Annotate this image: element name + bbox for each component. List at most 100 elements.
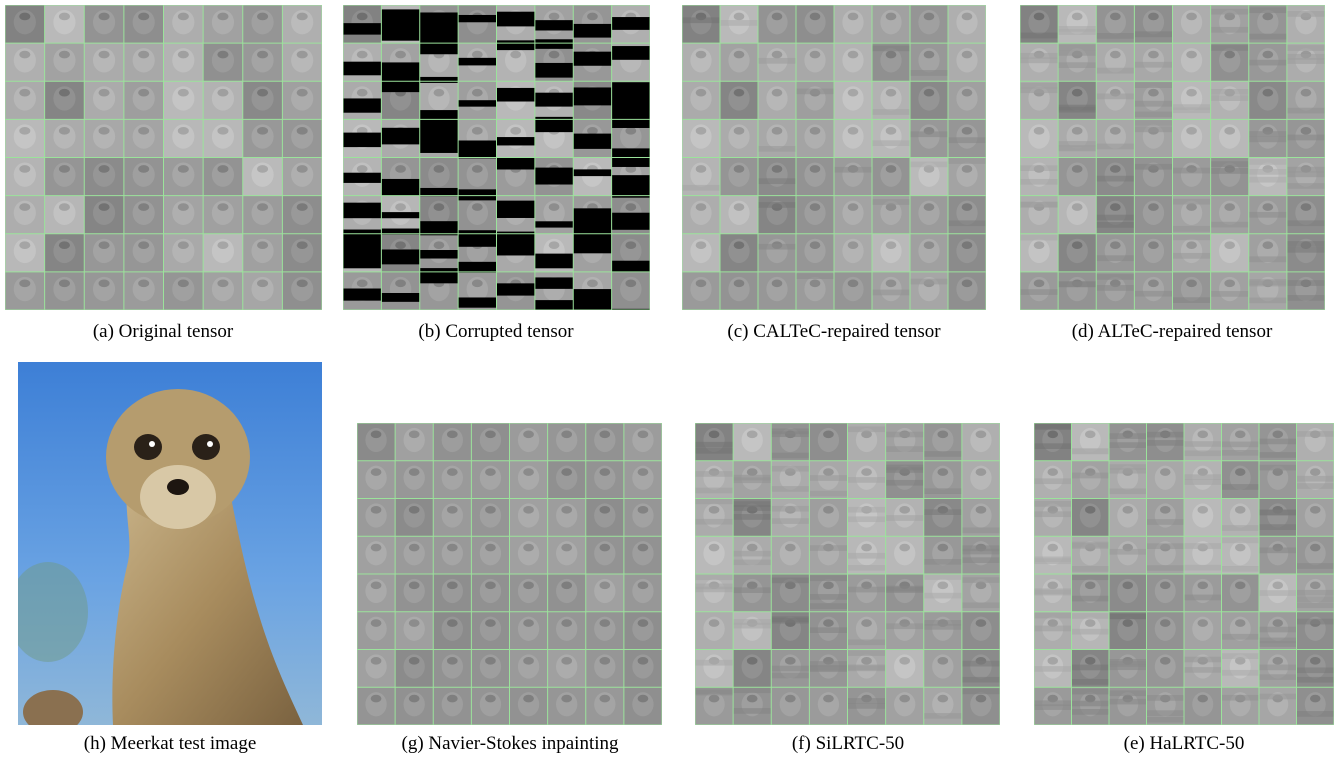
tile-feature	[1272, 619, 1283, 627]
artifact-band	[1109, 613, 1147, 620]
missing-band	[534, 253, 574, 269]
tile-feature	[177, 12, 189, 21]
tile-feature	[1257, 9, 1279, 35]
tile-feature	[804, 238, 826, 264]
tile-feature	[257, 12, 269, 21]
tile-feature	[1066, 200, 1088, 225]
artifact-band	[1071, 543, 1109, 549]
artifact-band	[923, 620, 962, 626]
tile-feature	[408, 619, 420, 627]
tile-feature	[408, 694, 420, 703]
tile-feature	[92, 276, 116, 302]
caption: (b) Corrupted tensor	[418, 321, 574, 342]
tile-feature	[1272, 657, 1283, 665]
tile-feature	[1047, 543, 1058, 552]
tile-feature	[446, 619, 458, 627]
artifact-band	[1248, 256, 1287, 263]
artifact-band	[1058, 29, 1097, 35]
artifact-band	[1146, 440, 1184, 446]
artifact-band	[771, 518, 810, 524]
tile-feature	[847, 127, 859, 135]
artifact-band	[1210, 221, 1249, 228]
missing-band	[573, 169, 612, 177]
artifact-band	[1020, 201, 1059, 208]
artifact-band	[1172, 252, 1211, 259]
tile-feature	[138, 88, 150, 97]
tile-feature	[291, 9, 314, 35]
artifact-band	[1248, 136, 1287, 143]
tile-feature	[690, 200, 712, 225]
tile-feature	[632, 616, 654, 641]
tile-feature	[690, 238, 712, 264]
artifact-band	[1058, 62, 1097, 69]
tile-feature	[695, 88, 707, 97]
tile-feature	[779, 692, 801, 717]
caption: (f) SiLRTC-50	[791, 733, 905, 754]
tile-feature	[211, 48, 235, 73]
artifact-band	[847, 698, 886, 704]
tile-feature	[733, 165, 745, 173]
artifact-band	[1286, 45, 1325, 51]
tile-feature	[842, 86, 864, 111]
tile-feature	[446, 430, 458, 439]
tile-feature	[1033, 241, 1045, 249]
artifact-band	[961, 676, 1000, 683]
tile-feature	[599, 657, 611, 665]
tile-feature	[172, 238, 195, 264]
artifact-band	[1134, 61, 1173, 68]
tile-feature	[594, 427, 616, 453]
tile-feature	[861, 619, 872, 627]
tile-feature	[1148, 88, 1159, 97]
missing-band	[381, 292, 420, 302]
tile-feature	[703, 616, 725, 641]
tile-feature	[365, 427, 387, 453]
tile-feature	[251, 162, 274, 187]
artifact-band	[1296, 602, 1334, 609]
artifact-band	[1286, 280, 1325, 286]
artifact-band	[1134, 290, 1173, 297]
tile-feature	[58, 12, 70, 21]
tile-feature	[784, 657, 796, 665]
artifact-band	[961, 602, 1000, 609]
tile-feature	[1229, 541, 1251, 566]
tile-feature	[885, 279, 897, 288]
tile-feature	[1071, 12, 1083, 21]
tile-feature	[637, 468, 649, 476]
tile-feature	[961, 279, 973, 288]
artifact-band	[796, 273, 834, 279]
artifact-band	[1221, 450, 1259, 456]
tile-feature	[632, 541, 654, 566]
tile-feature	[1197, 506, 1208, 514]
tile-feature	[937, 430, 949, 439]
tile-feature	[403, 427, 425, 453]
tile-feature	[479, 654, 502, 679]
tile-feature	[177, 165, 189, 173]
tile-feature	[1066, 86, 1088, 111]
tile-feature	[172, 9, 195, 35]
tile-feature	[98, 127, 110, 135]
tile-feature	[485, 694, 496, 703]
artifact-band	[1134, 163, 1173, 170]
tile-feature	[356, 12, 368, 21]
tile-feature	[956, 48, 978, 73]
tile-feature	[918, 200, 940, 225]
tile-feature	[923, 241, 935, 249]
tile-feature	[217, 203, 229, 211]
tile-feature	[741, 427, 763, 453]
artifact-band	[1096, 214, 1135, 221]
tile-feature	[1028, 238, 1050, 264]
artifact-band	[695, 583, 734, 590]
tile-feature	[98, 279, 110, 288]
tile-feature	[1148, 241, 1159, 249]
artifact-band	[1296, 711, 1334, 717]
artifact-band	[1248, 7, 1287, 14]
tensor-grid	[1034, 423, 1334, 725]
missing-band	[496, 137, 535, 146]
tile-feature	[1154, 465, 1176, 490]
artifact-band	[885, 479, 924, 486]
artifact-band	[1259, 547, 1297, 554]
artifact-band	[872, 140, 910, 147]
tile-feature	[733, 50, 745, 59]
artifact-band	[1286, 58, 1325, 64]
tile-feature	[433, 203, 445, 211]
